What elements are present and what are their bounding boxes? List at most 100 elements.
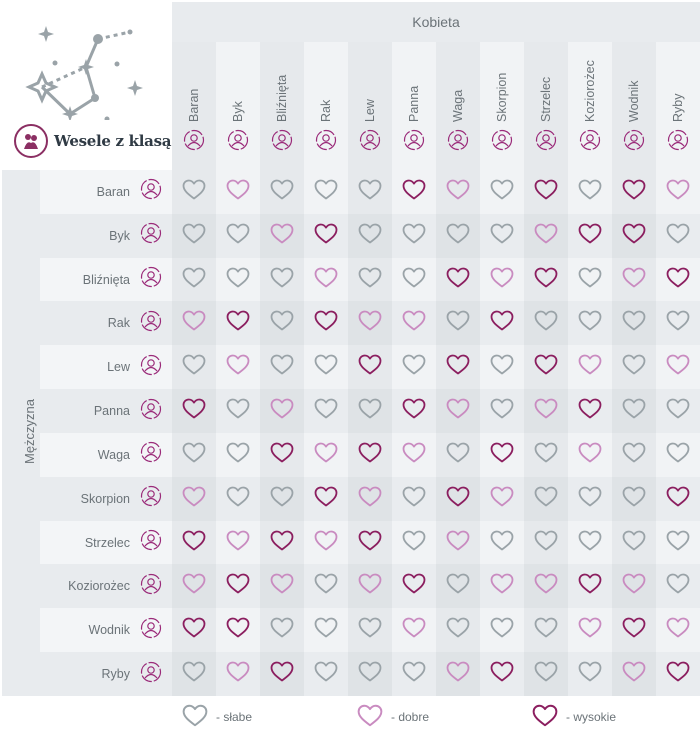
heart-icon	[666, 398, 690, 424]
heart-icon	[270, 310, 294, 336]
compat-cell-waga-baran	[172, 432, 216, 477]
compat-cell-byk-skorpion	[480, 213, 524, 258]
heart-icon	[578, 661, 602, 687]
column-label: Skorpion	[495, 72, 509, 122]
heart-icon	[446, 442, 470, 468]
compat-cell-byk-byk	[216, 213, 260, 258]
heart-icon	[402, 398, 426, 424]
compat-cell-waga-bliznieta	[260, 432, 304, 477]
heart-icon	[226, 442, 250, 468]
heart-icon	[534, 354, 558, 380]
zodiac-baran-icon	[140, 178, 162, 205]
compat-cell-baran-baran	[172, 170, 216, 214]
zodiac-koziorozec-icon	[140, 573, 162, 600]
row-label: Waga	[97, 447, 130, 462]
zodiac-bliznieta-icon	[271, 129, 293, 156]
compat-cell-ryby-panna	[392, 652, 436, 696]
compat-cell-rak-strzelec	[524, 301, 568, 346]
compat-cell-panna-wodnik	[612, 389, 656, 433]
compat-cell-koziorozec-baran	[172, 564, 216, 609]
zodiac-lew-icon	[359, 129, 381, 156]
heart-icon	[490, 530, 514, 556]
zodiac-strzelec-icon	[535, 129, 557, 156]
compat-cell-baran-panna	[392, 170, 436, 214]
heart-icon	[226, 530, 250, 556]
compat-cell-bliznieta-waga	[436, 257, 480, 302]
heart-icon	[446, 310, 470, 336]
heart-icon	[358, 661, 382, 687]
heart-icon	[578, 617, 602, 643]
heart-icon	[666, 486, 690, 512]
heart-icon	[534, 267, 558, 293]
column-label: Panna	[407, 85, 421, 122]
heart-icon	[314, 267, 338, 293]
heart-icon	[666, 223, 690, 249]
column-header-ryby: Ryby	[656, 42, 700, 170]
compat-cell-strzelec-ryby	[656, 520, 700, 565]
row-header-panna: Panna	[40, 389, 172, 433]
heart-icon	[182, 617, 206, 643]
compat-cell-strzelec-waga	[436, 520, 480, 565]
heart-icon	[622, 442, 646, 468]
heart-icon	[402, 573, 426, 599]
heart-icon	[402, 354, 426, 380]
heart-icon	[622, 661, 646, 687]
zodiac-wodnik-icon	[140, 617, 162, 644]
heart-icon	[534, 442, 558, 468]
compat-cell-skorpion-bliznieta	[260, 476, 304, 521]
heart-icon	[490, 661, 514, 687]
compat-cell-byk-panna	[392, 213, 436, 258]
heart-icon	[270, 530, 294, 556]
legend-item-w: - wysokie	[532, 704, 616, 730]
column-label: Strzelec	[539, 76, 553, 122]
heart-icon	[534, 179, 558, 205]
heart-icon	[358, 310, 382, 336]
heart-icon	[226, 267, 250, 293]
row-header-skorpion: Skorpion	[40, 476, 172, 521]
heart-icon	[358, 530, 382, 556]
heart-icon	[402, 486, 426, 512]
compat-cell-lew-lew	[348, 345, 392, 390]
row-header-koziorozec: Koziorożec	[40, 564, 172, 609]
heart-icon	[666, 442, 690, 468]
heart-icon	[402, 661, 426, 687]
compat-cell-lew-ryby	[656, 345, 700, 390]
compat-cell-wodnik-baran	[172, 608, 216, 653]
heart-icon	[490, 442, 514, 468]
compat-cell-baran-waga	[436, 170, 480, 214]
heart-icon	[226, 310, 250, 336]
column-header-strzelec: Strzelec	[524, 42, 568, 170]
heart-icon	[182, 661, 206, 687]
constellation-icon	[25, 26, 143, 120]
compat-cell-koziorozec-lew	[348, 564, 392, 609]
column-label: Ryby	[671, 93, 685, 122]
compat-cell-bliznieta-lew	[348, 257, 392, 302]
heart-icon	[490, 223, 514, 249]
heart-icon	[490, 267, 514, 293]
compat-cell-waga-wodnik	[612, 432, 656, 477]
compat-cell-ryby-strzelec	[524, 652, 568, 696]
heart-icon	[490, 398, 514, 424]
compat-cell-rak-baran	[172, 301, 216, 346]
compat-cell-skorpion-panna	[392, 476, 436, 521]
heart-icon	[226, 398, 250, 424]
compat-cell-koziorozec-koziorozec	[568, 564, 612, 609]
legend-label: - słabe	[216, 710, 253, 724]
heart-icon	[532, 704, 558, 730]
heart-icon	[226, 661, 250, 687]
heart-icon	[534, 573, 558, 599]
heart-icon	[622, 223, 646, 249]
compat-cell-lew-rak	[304, 345, 348, 390]
column-label: Rak	[319, 99, 333, 122]
compat-cell-baran-skorpion	[480, 170, 524, 214]
heart-icon	[226, 617, 250, 643]
compat-cell-ryby-baran	[172, 652, 216, 696]
compat-cell-wodnik-byk	[216, 608, 260, 653]
heart-icon	[622, 486, 646, 512]
row-label: Wodnik	[88, 623, 130, 638]
compat-cell-wodnik-wodnik	[612, 608, 656, 653]
column-label: Baran	[187, 88, 201, 122]
compat-cell-koziorozec-panna	[392, 564, 436, 609]
compat-cell-panna-byk	[216, 389, 260, 433]
heart-icon	[358, 442, 382, 468]
